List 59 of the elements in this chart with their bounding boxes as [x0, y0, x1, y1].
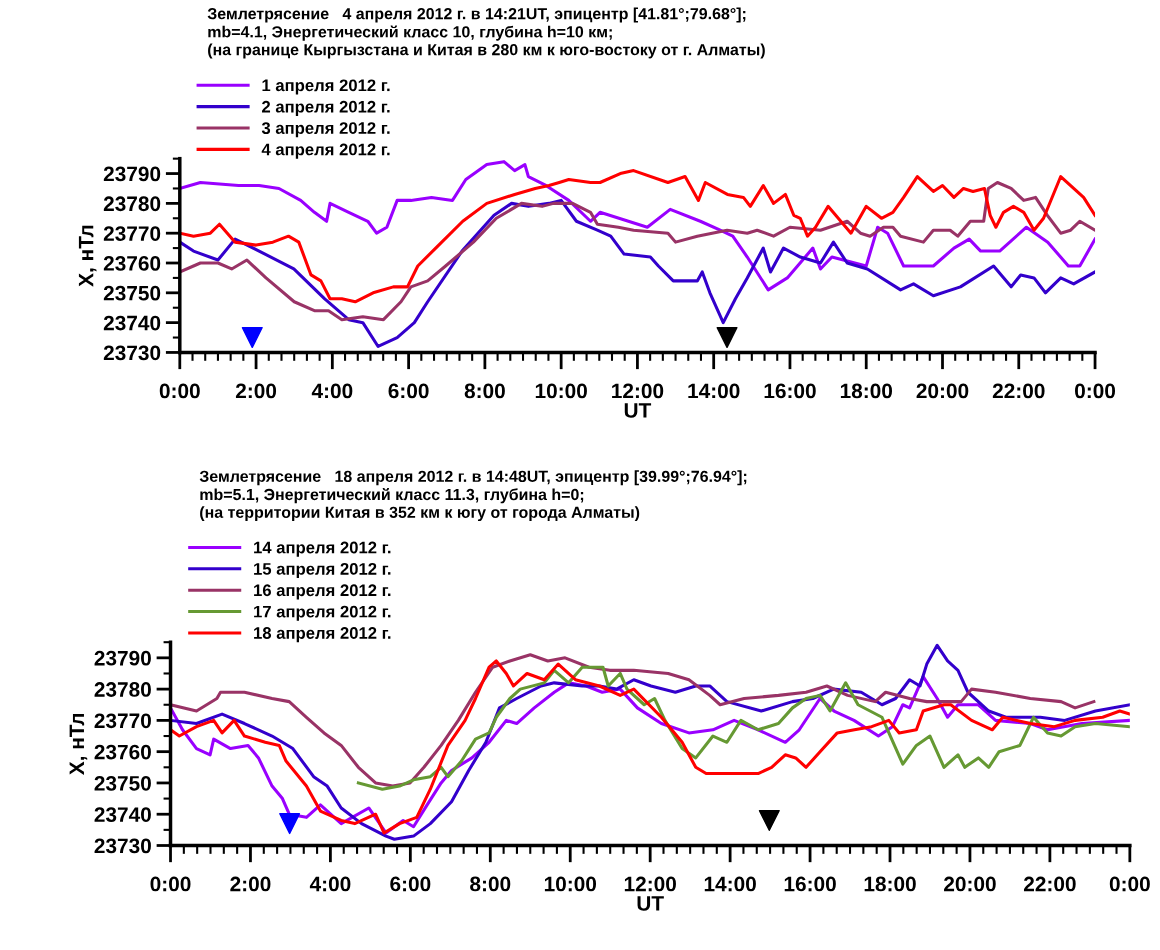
y-tick-label: 23760	[103, 256, 161, 271]
x-tick-label: 22:00	[1023, 876, 1076, 892]
x-tick-label: 18:00	[864, 876, 916, 892]
x-tick-label: 0:00	[1109, 876, 1150, 892]
x-tick-label: 0:00	[1075, 383, 1116, 399]
legend-label: 4 апреля 2012 г.	[261, 143, 390, 159]
line-series	[179, 198, 1096, 349]
y-tick-label: 23760	[94, 744, 151, 760]
legend-label: 16 апреля 2012 г.	[254, 584, 391, 600]
x-tick-label: 4:00	[309, 876, 351, 892]
x-tick-label: 14:00	[704, 876, 756, 892]
y-tick-label: 23750	[94, 775, 151, 791]
line-series	[179, 180, 1096, 322]
y-axis-title: X, нТл	[78, 225, 97, 287]
x-tick-label: 2:00	[230, 876, 271, 892]
x-axis-title: UT	[637, 896, 664, 911]
x-tick-label: 4:00	[311, 383, 353, 399]
x-tick-label: 20:00	[916, 383, 969, 399]
legend-label: 15 апреля 2012 г.	[254, 562, 391, 579]
y-tick-label: 23780	[103, 196, 161, 212]
y-tick-label: 23790	[94, 650, 151, 666]
y-tick-label: 23730	[94, 838, 151, 854]
line-series	[356, 665, 1130, 791]
x-tick-label: 10:00	[544, 876, 597, 892]
x-tick-label: 0:00	[159, 383, 200, 399]
legend-label: 3 апреля 2012 г.	[261, 122, 390, 138]
x-tick-label: 10:00	[535, 383, 587, 399]
x-tick-label: 14:00	[688, 383, 740, 399]
legend-label: 18 апреля 2012 г.	[254, 627, 391, 643]
y-axis-title: X, нТл	[69, 713, 88, 776]
y-tick-label: 23770	[103, 226, 161, 241]
y-tick-label: 23730	[103, 345, 161, 361]
x-tick-label: 20:00	[944, 876, 996, 892]
x-tick-label: 12:00	[612, 383, 664, 399]
legend-label: 17 апреля 2012 г.	[254, 605, 391, 621]
legend-label: 14 апреля 2012 г.	[254, 541, 391, 557]
x-tick-label: 0:00	[150, 876, 191, 892]
x-tick-label: 22:00	[992, 383, 1045, 399]
x-tick-label: 12:00	[624, 876, 676, 892]
chart-title: Землетрясение 4 апреля 2012 г. в 14:21UT, эпицентр [41.81°;79.68°]; mb=4.1, Энергетический класс 10, глубина h=10 км; (на границе Кыргызстана и Китая в 280 км к юго-востоку от г. Алматы)	[207, 7, 765, 59]
y-tick-label: 23790	[103, 166, 161, 182]
x-tick-label: 16:00	[764, 383, 816, 399]
x-tick-label: 18:00	[840, 383, 893, 399]
x-tick-label: 6:00	[388, 383, 429, 399]
y-tick-label: 23780	[94, 682, 151, 697]
x-tick-label: 8:00	[464, 383, 505, 399]
legend-label: 1 апреля 2012 г.	[262, 79, 390, 95]
x-tick-label: 16:00	[784, 876, 836, 892]
x-axis-title: UT	[624, 403, 652, 418]
x-tick-label: 6:00	[390, 876, 431, 892]
x-tick-label: 2:00	[235, 383, 277, 399]
chart-title: Землетрясение 18 апреля 2012 г. в 14:48UT, эпицентр [39.99°;76.94°]; mb=5.1, Энергетический класс 11.3, глубина h=0; (на территории Китая в 352 км к югу от города Алматы)	[199, 470, 747, 522]
y-tick-label: 23740	[94, 807, 151, 823]
y-tick-label: 23740	[103, 315, 161, 331]
y-tick-label: 23770	[94, 713, 151, 729]
line-series	[170, 653, 1096, 788]
x-tick-label: 8:00	[470, 876, 511, 892]
legend-label: 2 апреля 2012 г.	[262, 100, 390, 116]
y-tick-label: 23750	[103, 285, 161, 301]
